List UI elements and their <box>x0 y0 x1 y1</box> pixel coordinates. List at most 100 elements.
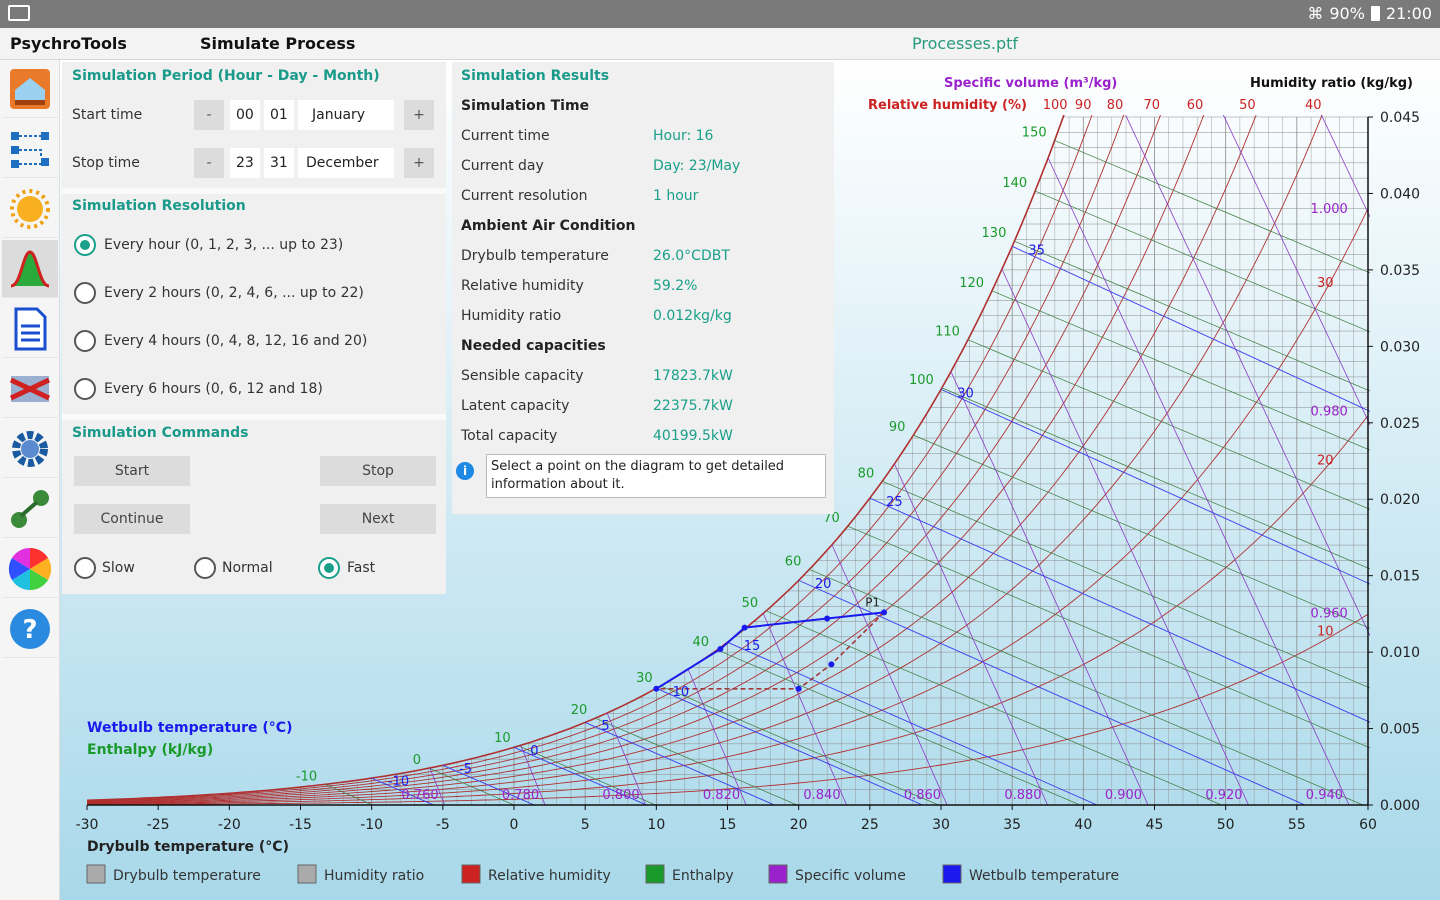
rh-value: 59.2% <box>653 278 698 294</box>
start-hour-field[interactable]: 00 <box>230 100 260 130</box>
stop-button[interactable]: Stop <box>320 456 436 486</box>
next-button[interactable]: Next <box>320 504 436 534</box>
resolution-radio-4h[interactable] <box>74 330 96 352</box>
specific-volume-line <box>429 767 446 805</box>
drybulb-label: Drybulb temperature <box>461 248 609 264</box>
y-tick-label: 0.005 <box>1380 722 1420 738</box>
wetbulb-line <box>442 764 535 805</box>
chart-legend[interactable]: Drybulb temperature Humidity ratio Relativ… <box>86 864 1119 884</box>
start-button[interactable]: Start <box>74 456 190 486</box>
sidebar-item-climate[interactable] <box>2 180 58 238</box>
wetbulb-line <box>1011 245 1370 412</box>
sidebar-item-settings[interactable] <box>2 420 58 478</box>
process-point <box>653 685 660 692</box>
specific-volume-line <box>1222 115 1370 426</box>
resolution-radio-2h[interactable] <box>74 282 96 304</box>
resolution-title: Simulation Resolution <box>72 198 246 214</box>
sv-label: 0.900 <box>1105 788 1142 803</box>
y-axis-title: Humidity ratio (kg/kg) <box>1250 76 1413 91</box>
rh-label: 60 <box>1187 98 1204 113</box>
sidebar-item-report[interactable] <box>2 300 58 358</box>
clock: 21:00 <box>1385 4 1432 23</box>
sidebar-item-home[interactable] <box>2 60 58 118</box>
sidebar-item-exchange[interactable] <box>2 360 58 418</box>
file-name[interactable]: Processes.ptf <box>912 34 1019 53</box>
sun-icon <box>10 188 50 229</box>
legend-swatch <box>645 864 665 884</box>
sv-label: 0.980 <box>1311 404 1348 419</box>
stop-increment-button[interactable]: + <box>404 148 434 178</box>
start-decrement-button[interactable]: - <box>194 100 224 130</box>
stop-day-field[interactable]: 31 <box>264 148 294 178</box>
sidebar-item-connect[interactable] <box>2 480 58 538</box>
legend-label: Wetbulb temperature <box>969 868 1119 884</box>
resolution-option-4h[interactable]: Every 4 hours (0, 4, 8, 12, 16 and 20) <box>104 333 368 349</box>
resolution-option-1h[interactable]: Every hour (0, 1, 2, 3, ... up to 23) <box>104 237 344 253</box>
rh-label: 90 <box>1075 98 1092 113</box>
enthalpy-line <box>1054 140 1370 274</box>
speed-radio-fast[interactable] <box>318 557 340 579</box>
sv-label: 1.000 <box>1311 202 1348 217</box>
continue-button[interactable]: Continue <box>74 504 190 534</box>
section-divider <box>62 414 446 420</box>
bell-curve-icon <box>10 249 50 287</box>
drybulb-value: 26.0°CDBT <box>653 248 730 264</box>
stop-decrement-button[interactable]: - <box>194 148 224 178</box>
control-panel: Simulation Period (Hour - Day - Month) S… <box>62 62 446 594</box>
process-point <box>795 685 802 692</box>
rh-label: 100 <box>1043 98 1068 113</box>
current-day-value: Day: 23/May <box>653 158 741 174</box>
current-resolution-value: 1 hour <box>653 188 699 204</box>
process-point <box>824 615 831 622</box>
enthalpy-label: 90 <box>889 420 906 435</box>
chart-grid <box>87 116 1369 805</box>
wetbulb-line <box>656 687 923 805</box>
current-day-label: Current day <box>461 158 544 174</box>
y-tick-label: 0.035 <box>1380 263 1420 279</box>
sidebar-item-flow[interactable] <box>2 120 58 178</box>
resolution-option-6h[interactable]: Every 6 hours (0, 6, 12 and 18) <box>104 381 323 397</box>
battery-level: 90% <box>1329 4 1365 23</box>
enthalpy-label: 10 <box>494 731 511 746</box>
speed-option-normal[interactable]: Normal <box>222 560 273 576</box>
speed-option-fast[interactable]: Fast <box>347 560 376 576</box>
stop-time-label: Stop time <box>72 155 140 171</box>
x-tick-label: 50 <box>1217 817 1235 833</box>
legend-label: Humidity ratio <box>324 868 424 884</box>
start-day-field[interactable]: 01 <box>264 100 294 130</box>
commands-title: Simulation Commands <box>72 425 249 441</box>
wetbulb-line <box>869 497 1370 723</box>
stop-month-field[interactable]: December <box>298 148 394 178</box>
sv-label: 0.800 <box>602 788 639 803</box>
speed-option-slow[interactable]: Slow <box>102 560 135 576</box>
specific-volume-line <box>606 712 646 805</box>
sv-label: 0.820 <box>703 788 740 803</box>
enthalpy-label: 80 <box>858 466 875 481</box>
process-path[interactable]: P1 <box>653 595 888 692</box>
enthalpy-label: 110 <box>935 325 960 340</box>
sv-label: 0.920 <box>1205 788 1242 803</box>
resolution-radio-1h[interactable] <box>74 234 96 256</box>
stop-hour-field[interactable]: 23 <box>230 148 260 178</box>
resolution-radio-6h[interactable] <box>74 378 96 400</box>
specific-volume-line <box>831 544 948 805</box>
start-month-field[interactable]: January <box>298 100 394 130</box>
latent-value: 22375.7kW <box>653 398 733 414</box>
sidebar-item-colors[interactable] <box>2 540 58 598</box>
start-increment-button[interactable]: + <box>404 100 434 130</box>
start-time-label: Start time <box>72 107 143 123</box>
sidebar-item-help[interactable]: ? <box>2 600 58 658</box>
speed-radio-slow[interactable] <box>74 557 96 579</box>
rh-curve <box>87 115 1323 804</box>
enthalpy-line <box>967 339 1370 510</box>
resolution-option-2h[interactable]: Every 2 hours (0, 2, 4, 6, ... up to 22) <box>104 285 364 301</box>
results-panel: Simulation Results Simulation Time Curre… <box>452 62 834 452</box>
enthalpy-line <box>428 767 515 805</box>
speed-radio-normal[interactable] <box>194 557 216 579</box>
enthalpy-line <box>913 434 1370 629</box>
wb-label: 30 <box>957 386 974 401</box>
rh-label: 50 <box>1239 98 1256 113</box>
wb-label: -5 <box>459 762 472 777</box>
sidebar-item-simulate[interactable] <box>2 240 58 298</box>
enthalpy-line <box>882 480 1370 689</box>
